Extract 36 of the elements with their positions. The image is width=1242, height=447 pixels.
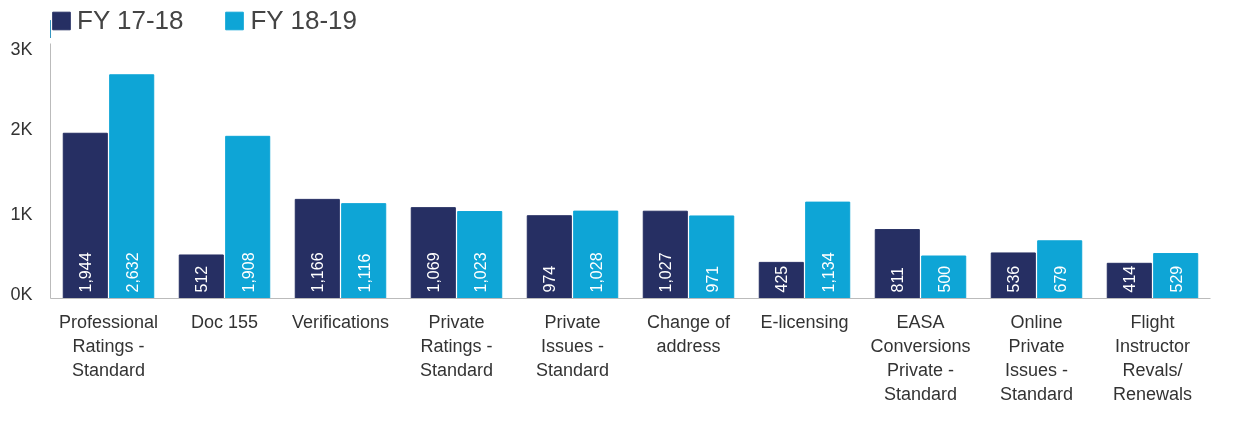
y-tick-label: 3K (10, 38, 33, 59)
y-tick-label: 1K (10, 203, 33, 224)
data-label: 1,134 (819, 252, 837, 293)
x-tick-label: Verifications (291, 311, 390, 332)
x-tick-label: Flight Instructor Revals/ Renewals (1112, 311, 1193, 404)
data-label: 1,028 (587, 252, 605, 293)
x-tick-label: Change of address (646, 311, 732, 356)
legend-label: FY 18-19 (250, 4, 357, 36)
data-label: 1,908 (239, 252, 257, 293)
data-label: 425 (773, 265, 791, 293)
x-tick-label: EASA Conversions Private - Standard (870, 311, 971, 404)
y-tick-label: 2K (10, 118, 33, 139)
y-tick-label: 0K (10, 283, 33, 304)
data-label: 1,116 (355, 253, 373, 293)
data-label: 500 (935, 265, 953, 293)
x-tick-label: Doc 155 (190, 311, 259, 332)
data-label: 1,944 (77, 252, 95, 293)
data-label: 2,632 (123, 252, 141, 293)
x-tick-label: Professional Ratings - Standard (58, 311, 159, 380)
data-label: 1,166 (309, 252, 327, 293)
data-label: 512 (193, 265, 211, 293)
x-tick-label: Online Private Issues - Standard (999, 311, 1074, 404)
data-label: 811 (889, 266, 907, 293)
data-label: 971 (703, 265, 721, 293)
x-tick-label: E-licensing (760, 311, 849, 332)
data-label: 974 (541, 265, 559, 293)
data-label: 529 (1167, 265, 1185, 293)
data-label: 1,069 (425, 252, 443, 293)
data-label: 679 (1051, 265, 1069, 293)
data-label: 1,027 (657, 252, 675, 293)
legend-label: FY 17-18 (77, 4, 184, 36)
data-label: 414 (1121, 265, 1139, 293)
data-label: 536 (1005, 265, 1023, 293)
x-tick-label: Private Ratings - Standard (419, 311, 494, 380)
x-tick-label: Private Issues - Standard (535, 311, 610, 380)
data-label: 1,023 (471, 252, 489, 293)
